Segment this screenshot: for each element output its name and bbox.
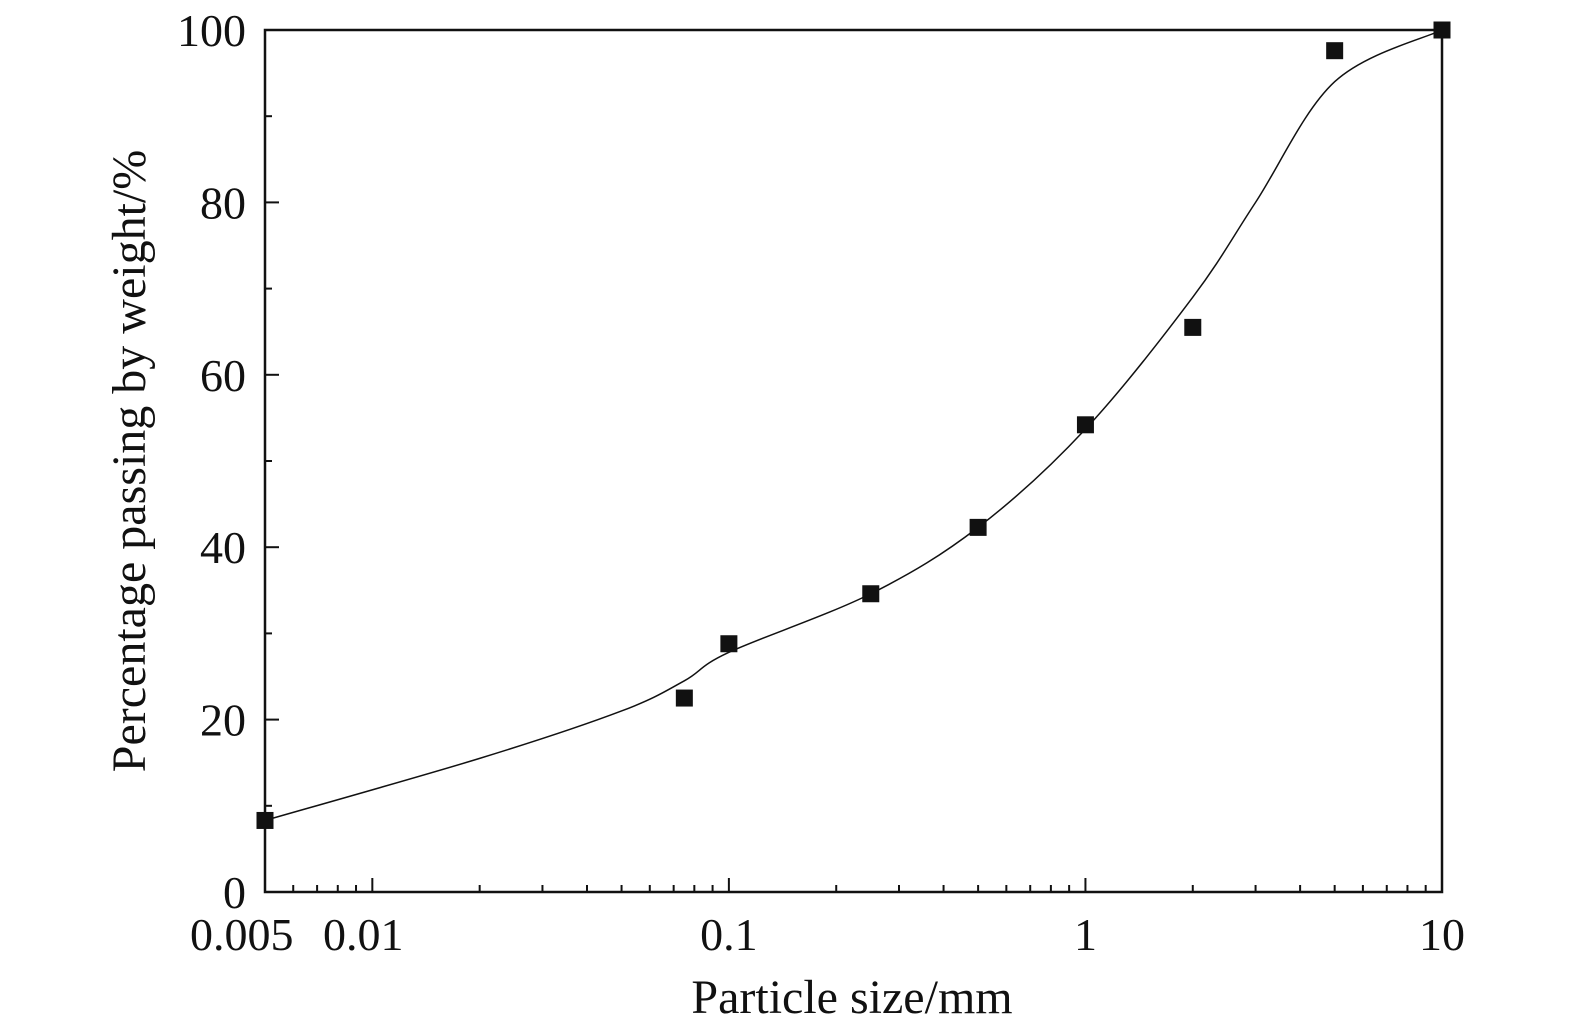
x-axis-title: Particle size/mm <box>691 971 1012 1024</box>
y-tick-label: 100 <box>177 5 246 56</box>
y-tick-label: 0 <box>223 867 246 918</box>
x-tick-label: 1 <box>1074 909 1097 960</box>
fitted-curve <box>264 29 1443 822</box>
data-point <box>969 518 987 536</box>
data-point <box>1184 318 1202 336</box>
data-point <box>862 585 880 603</box>
data-point <box>1433 21 1451 39</box>
x-tick-label: 0.01 <box>323 909 404 960</box>
y-axis-ticks <box>265 29 279 893</box>
y-axis-title: Percentage passing by weight/% <box>103 150 156 773</box>
y-tick-label: 60 <box>200 350 246 401</box>
data-point <box>720 635 738 653</box>
x-axis-ticks <box>264 878 1443 892</box>
x-tick-label: 10 <box>1419 909 1465 960</box>
y-axis-tick-labels: 0 20 40 60 80 100 <box>177 5 246 918</box>
x-tick-label: 0.005 <box>190 909 294 960</box>
data-point <box>675 689 693 707</box>
y-tick-label: 80 <box>200 177 246 228</box>
x-tick-label: 0.1 <box>700 909 758 960</box>
data-point <box>1076 416 1094 434</box>
plot-frame <box>263 28 1444 894</box>
data-markers <box>256 21 1451 829</box>
data-point <box>256 811 274 829</box>
data-point <box>1326 42 1344 60</box>
y-tick-label: 20 <box>200 695 246 746</box>
x-axis-tick-labels: 0.005 0.01 0.1 1 10 <box>190 909 1465 960</box>
y-tick-label: 40 <box>200 522 246 573</box>
